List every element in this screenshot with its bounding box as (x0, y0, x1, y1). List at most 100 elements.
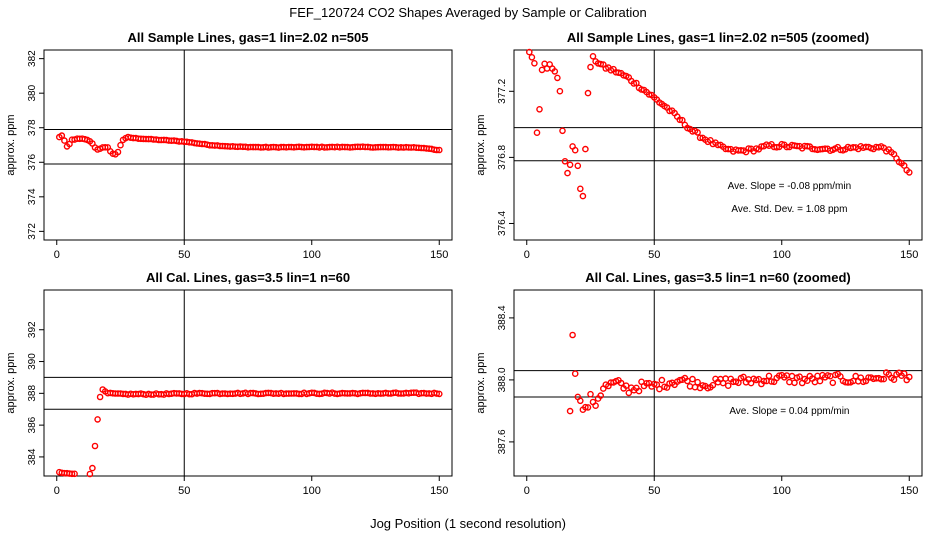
data-point (533, 129, 541, 136)
data-point (571, 146, 579, 154)
data-point (587, 63, 594, 71)
data-point (906, 169, 913, 176)
data-point (94, 416, 101, 423)
data-point (556, 87, 564, 95)
y-tick-label: 392 (27, 321, 38, 338)
data-point (722, 375, 729, 382)
data-point (433, 146, 441, 154)
data-point (745, 145, 752, 152)
y-tick-label: 376 (27, 153, 38, 170)
panel-title: All Sample Lines, gas=1 lin=2.02 n=505 (128, 30, 369, 45)
x-tick-label: 150 (430, 249, 448, 261)
data-point (526, 48, 533, 56)
data-point (554, 74, 561, 82)
data-point (117, 141, 124, 149)
x-tick-label: 0 (524, 485, 530, 497)
x-tick-label: 50 (648, 249, 660, 261)
y-axis-label: approx. ppm (475, 352, 487, 413)
panel-title: All Cal. Lines, gas=3.5 lin=1 n=60 (146, 270, 350, 285)
data-point (658, 376, 666, 384)
data-point (765, 372, 773, 380)
y-tick-label: 387.6 (497, 429, 508, 454)
data-point (804, 142, 811, 150)
data-point (900, 370, 908, 377)
figure-x-axis-label: Jog Position (1 second resolution) (370, 516, 566, 531)
y-axis-label: approx. ppm (5, 114, 17, 175)
x-tick-label: 0 (54, 249, 60, 261)
x-tick-label: 100 (773, 249, 791, 261)
data-point (709, 381, 717, 389)
data-point (735, 379, 742, 387)
y-tick-label: 380 (27, 84, 38, 101)
data-point (566, 407, 574, 415)
y-axis-label: approx. ppm (5, 352, 17, 413)
data-point (574, 162, 582, 170)
data-point (694, 378, 701, 386)
data-point (566, 161, 574, 169)
y-tick-label: 388.4 (497, 305, 508, 330)
data-point (114, 148, 122, 156)
data-point (101, 143, 109, 151)
data-point (531, 60, 538, 67)
panel-1: All Sample Lines, gas=1 lin=2.02 n=505 0 5… (5, 30, 453, 261)
x-tick-label: 0 (524, 249, 530, 261)
figure-title: FEF_120724 CO2 Shapes Averaged by Sample… (289, 5, 647, 20)
y-tick-label: 374 (27, 188, 38, 205)
panel-title: All Cal. Lines, gas=3.5 lin=1 n=60 (zoom… (585, 270, 851, 285)
data-point (589, 53, 597, 60)
x-tick-label: 150 (900, 249, 918, 261)
data-point (625, 389, 633, 397)
data-point (679, 116, 686, 124)
data-point (666, 107, 673, 115)
data-point (435, 146, 443, 154)
data-point (694, 129, 701, 136)
data-point (91, 442, 99, 450)
y-tick-label: 376.4 (497, 211, 508, 236)
panel-3: All Cal. Lines, gas=3.5 lin=1 n=60 0 50 100… (5, 270, 453, 497)
data-point (633, 79, 640, 87)
data-point (615, 69, 622, 76)
plot-frame (513, 49, 923, 241)
data-point (877, 375, 885, 383)
plot-frame (43, 289, 453, 477)
y-tick-label: 388 (27, 385, 38, 402)
data-point (760, 377, 768, 385)
data-point (724, 145, 732, 153)
data-point (906, 373, 913, 381)
data-point (96, 393, 104, 401)
data-point (689, 375, 696, 383)
x-tick-label: 50 (648, 485, 660, 497)
data-point (584, 404, 592, 411)
data-point (597, 392, 605, 399)
data-point (880, 375, 888, 383)
data-point (829, 379, 837, 387)
data-point (551, 68, 559, 75)
data-point (71, 470, 78, 478)
x-tick-label: 50 (178, 249, 190, 261)
data-point (643, 379, 650, 387)
y-tick-label: 377.2 (497, 78, 508, 103)
y-tick-label: 388.0 (497, 367, 508, 392)
data-point (597, 60, 605, 68)
data-point (582, 145, 589, 153)
y-tick-label: 376.8 (497, 144, 508, 169)
data-point (569, 331, 576, 339)
panel-4: All Cal. Lines, gas=3.5 lin=1 n=60 (zoom… (475, 270, 923, 497)
data-point (58, 132, 66, 139)
data-point (816, 377, 824, 385)
annotation-text: Ave. Std. Dev. = 1.08 ppm (731, 204, 847, 215)
x-tick-label: 100 (303, 485, 321, 497)
data-point (582, 403, 589, 411)
data-point (577, 185, 584, 193)
data-point (86, 470, 94, 478)
y-tick-label: 384 (27, 448, 38, 465)
plot-frame (43, 49, 453, 241)
data-point (89, 464, 96, 472)
x-tick-label: 0 (54, 485, 60, 497)
y-tick-label: 372 (27, 223, 38, 240)
data-point (571, 370, 579, 378)
y-tick-label: 386 (27, 416, 38, 433)
data-point (791, 379, 798, 387)
